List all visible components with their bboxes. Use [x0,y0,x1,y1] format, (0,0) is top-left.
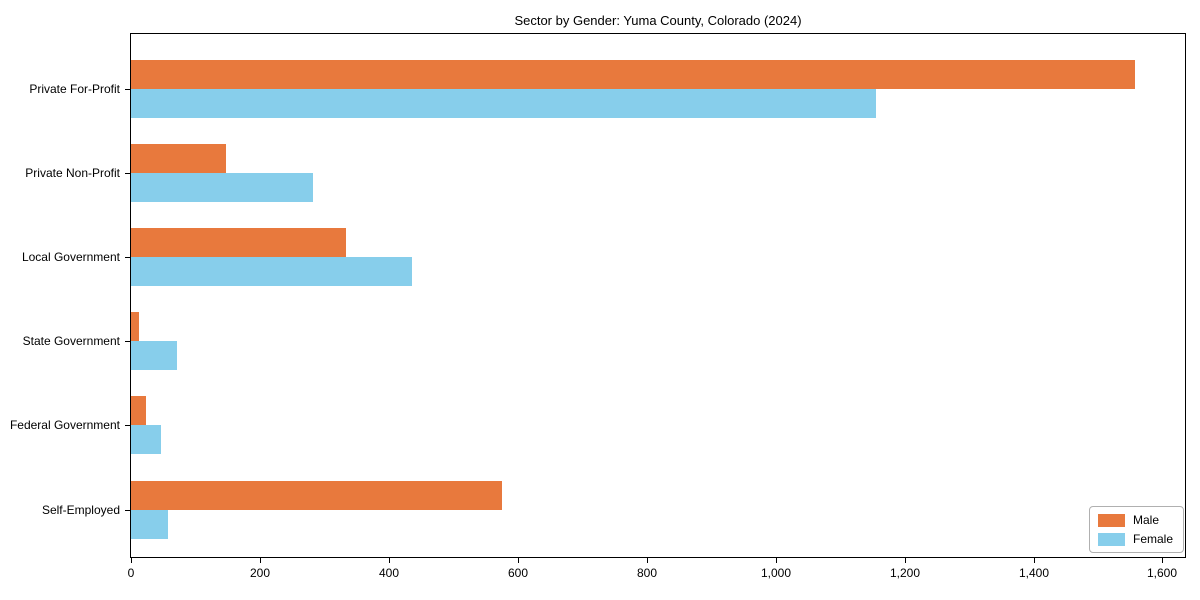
plot-area [130,33,1186,558]
x-axis-label: 600 [507,566,529,580]
y-axis-label: Federal Government [9,418,120,432]
legend-label-male: Male [1133,513,1160,527]
x-axis-label: 800 [636,566,658,580]
bar-female [131,425,161,454]
legend-swatch-male [1098,513,1125,527]
x-tick-mark [1034,558,1035,563]
y-tick-mark [125,510,130,511]
x-axis-label: 1,600 [1146,566,1178,580]
bar-male [131,144,226,173]
x-axis-label: 400 [378,566,400,580]
x-tick-mark [905,558,906,563]
legend-swatch-female [1098,532,1125,546]
x-axis-label: 1,400 [1018,566,1050,580]
x-tick-mark [518,558,519,563]
legend-item-female: Female [1098,532,1175,546]
bar-male [131,481,502,510]
y-axis-label: Private For-Profit [29,82,120,96]
y-axis-label: State Government [22,334,120,348]
x-tick-mark [647,558,648,563]
bar-female [131,89,876,118]
bar-female [131,173,313,202]
bar-male [131,228,346,257]
bar-male [131,396,146,425]
x-tick-mark [1162,558,1163,563]
bar-female [131,257,412,286]
legend-item-male: Male [1098,513,1175,527]
x-tick-mark [131,558,132,563]
x-axis-label: 0 [127,566,135,580]
y-tick-mark [125,89,130,90]
y-tick-mark [125,425,130,426]
y-tick-mark [125,341,130,342]
y-axis-label: Private Non-Profit [25,166,120,180]
x-tick-mark [776,558,777,563]
x-axis-label: 200 [249,566,271,580]
x-axis-label: 1,000 [760,566,792,580]
x-tick-mark [389,558,390,563]
bar-male [131,312,139,341]
chart-title: Sector by Gender: Yuma County, Colorado … [514,13,802,28]
y-axis-label: Local Government [21,250,120,264]
y-tick-mark [125,173,130,174]
x-tick-mark [260,558,261,563]
legend-label-female: Female [1133,532,1174,546]
legend: Male Female [1089,506,1184,553]
x-axis-label: 1,200 [889,566,921,580]
bar-female [131,510,168,539]
y-axis-label: Self-Employed [41,503,120,517]
bar-female [131,341,177,370]
y-tick-mark [125,257,130,258]
bar-male [131,60,1135,89]
